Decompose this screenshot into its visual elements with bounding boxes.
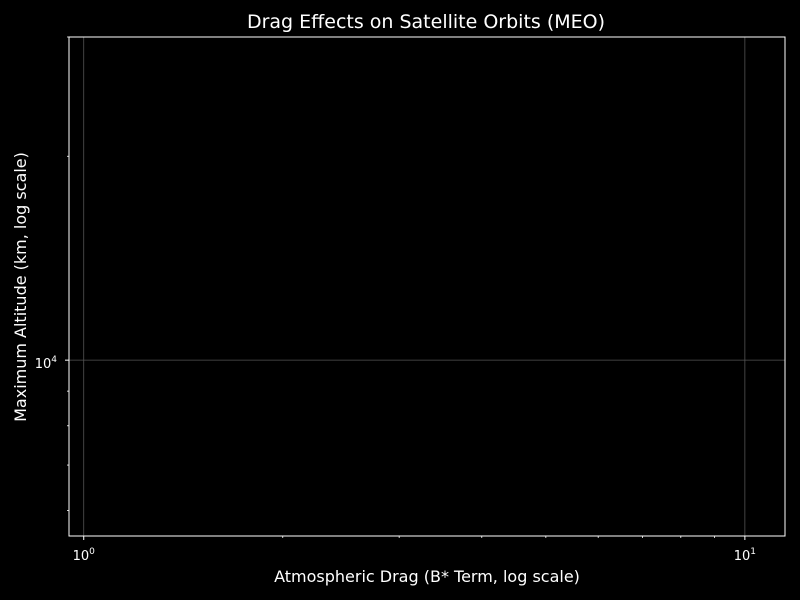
x-axis-label: Atmospheric Drag (B* Term, log scale)	[274, 567, 580, 586]
grid	[69, 37, 785, 536]
plot-area	[68, 36, 786, 537]
chart-title: Drag Effects on Satellite Orbits (MEO)	[247, 11, 605, 33]
y-axis-label: Maximum Altitude (km, log scale)	[11, 152, 30, 422]
